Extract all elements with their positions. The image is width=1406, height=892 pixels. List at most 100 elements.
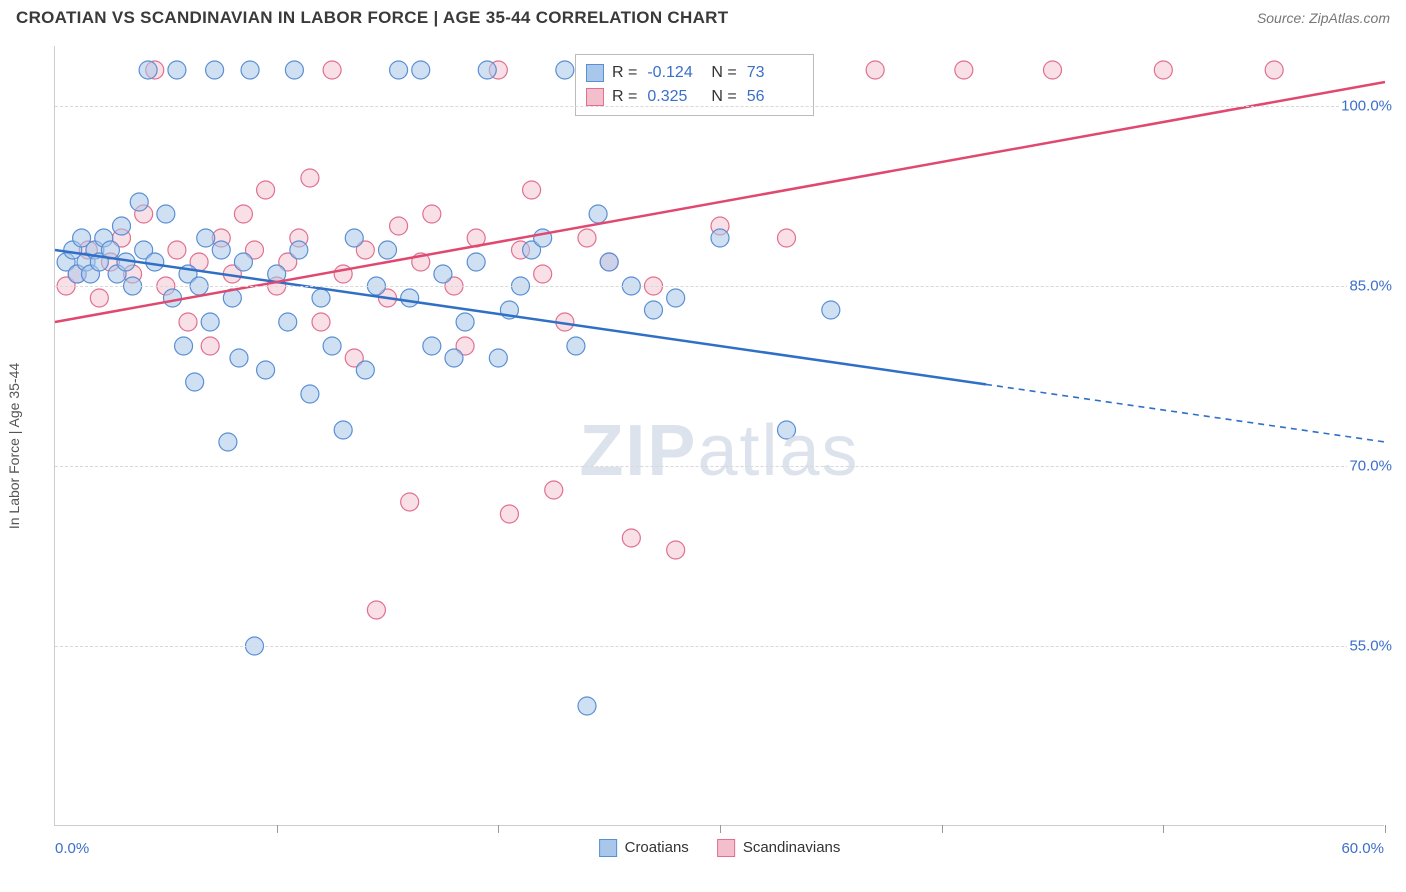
grid-line xyxy=(55,646,1384,647)
croatians-point xyxy=(163,289,181,307)
croatians-trendline-extrapolated xyxy=(986,384,1385,442)
y-tick-label: 70.0% xyxy=(1347,458,1394,475)
legend-swatch xyxy=(586,88,604,106)
scandinavians-point xyxy=(523,181,541,199)
scandinavians-point xyxy=(301,169,319,187)
croatians-point xyxy=(401,289,419,307)
croatians-point xyxy=(212,241,230,259)
croatians-point xyxy=(589,205,607,223)
chart-plot-area: ZIPatlas R =-0.124N =73R = 0.325N =56 Cr… xyxy=(54,46,1384,826)
scandinavians-point xyxy=(312,313,330,331)
scandinavians-point xyxy=(667,541,685,559)
croatians-point xyxy=(234,253,252,271)
scandinavians-point xyxy=(778,229,796,247)
croatians-point xyxy=(290,241,308,259)
scandinavians-point xyxy=(545,481,563,499)
croatians-point xyxy=(130,193,148,211)
legend-item: Croatians xyxy=(599,839,689,857)
scandinavians-point xyxy=(90,289,108,307)
x-tick xyxy=(720,825,721,833)
croatians-point xyxy=(379,241,397,259)
scandinavians-point xyxy=(866,61,884,79)
scandinavians-point xyxy=(323,61,341,79)
croatians-point xyxy=(578,697,596,715)
scandinavians-point xyxy=(179,313,197,331)
grid-line xyxy=(55,466,1384,467)
y-tick-label: 55.0% xyxy=(1347,638,1394,655)
scandinavians-point xyxy=(578,229,596,247)
legend-n-value: 73 xyxy=(747,61,803,85)
croatians-point xyxy=(356,361,374,379)
y-tick-label: 85.0% xyxy=(1347,278,1394,295)
croatians-point xyxy=(778,421,796,439)
croatians-point xyxy=(822,301,840,319)
legend-row: R =-0.124N =73 xyxy=(586,61,803,85)
croatians-point xyxy=(711,229,729,247)
legend-n-label: N = xyxy=(711,61,736,85)
croatians-point xyxy=(445,349,463,367)
croatians-point xyxy=(478,61,496,79)
scandinavians-point xyxy=(390,217,408,235)
croatians-point xyxy=(157,205,175,223)
croatians-point xyxy=(186,373,204,391)
croatians-point xyxy=(219,433,237,451)
series-legend: Croatians Scandinavians xyxy=(599,839,841,857)
croatians-point xyxy=(334,421,352,439)
croatians-point xyxy=(390,61,408,79)
croatians-point xyxy=(139,61,157,79)
croatians-point xyxy=(257,361,275,379)
croatians-point xyxy=(285,61,303,79)
x-axis-min-label: 0.0% xyxy=(55,840,89,857)
scandinavians-point xyxy=(367,601,385,619)
grid-line xyxy=(55,106,1384,107)
croatians-point xyxy=(434,265,452,283)
croatians-point xyxy=(412,61,430,79)
scandinavians-point xyxy=(168,241,186,259)
scandinavians-point xyxy=(1044,61,1062,79)
legend-swatch xyxy=(586,64,604,82)
croatians-point xyxy=(467,253,485,271)
croatians-point xyxy=(113,217,131,235)
source-attribution: Source: ZipAtlas.com xyxy=(1257,10,1390,26)
croatians-point xyxy=(206,61,224,79)
x-tick xyxy=(942,825,943,833)
scandinavians-point xyxy=(257,181,275,199)
croatians-point xyxy=(301,385,319,403)
scandinavians-point xyxy=(234,205,252,223)
legend-item: Scandinavians xyxy=(717,839,841,857)
croatians-point xyxy=(600,253,618,271)
croatians-point xyxy=(323,337,341,355)
y-axis-title: In Labor Force | Age 35-44 xyxy=(6,363,22,529)
legend-swatch xyxy=(717,839,735,857)
x-tick xyxy=(1385,825,1386,833)
scandinavians-point xyxy=(1265,61,1283,79)
scandinavians-point xyxy=(955,61,973,79)
x-tick xyxy=(498,825,499,833)
croatians-point xyxy=(201,313,219,331)
chart-title: CROATIAN VS SCANDINAVIAN IN LABOR FORCE … xyxy=(16,8,728,28)
croatians-point xyxy=(423,337,441,355)
legend-r-label: R = xyxy=(612,61,637,85)
scandinavians-point xyxy=(401,493,419,511)
scandinavians-point xyxy=(534,265,552,283)
scandinavians-point xyxy=(500,505,518,523)
croatians-point xyxy=(556,61,574,79)
scandinavians-point xyxy=(201,337,219,355)
scatter-svg xyxy=(55,46,1384,825)
croatians-point xyxy=(241,61,259,79)
x-tick xyxy=(1163,825,1164,833)
croatians-point xyxy=(168,61,186,79)
croatians-point xyxy=(489,349,507,367)
croatians-point xyxy=(667,289,685,307)
scandinavians-point xyxy=(1154,61,1172,79)
x-tick xyxy=(277,825,278,833)
scandinavians-point xyxy=(423,205,441,223)
grid-line xyxy=(55,286,1384,287)
croatians-point xyxy=(230,349,248,367)
legend-swatch xyxy=(599,839,617,857)
scandinavians-point xyxy=(622,529,640,547)
croatians-point xyxy=(175,337,193,355)
croatians-point xyxy=(456,313,474,331)
croatians-point xyxy=(279,313,297,331)
croatians-point xyxy=(312,289,330,307)
